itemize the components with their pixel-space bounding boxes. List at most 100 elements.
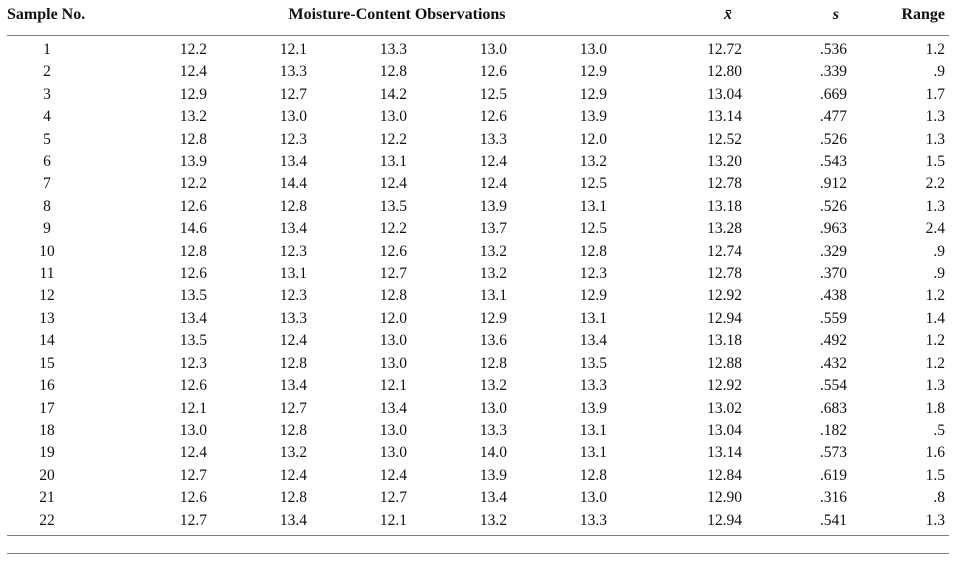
observation-cell: 12.4 — [479, 175, 507, 193]
observation-cell: 13.9 — [179, 153, 207, 171]
header-sample-no: Sample No. — [7, 3, 117, 36]
range-cell: 1.3 — [925, 197, 945, 215]
observation-cell: 12.5 — [579, 175, 607, 193]
header-stddev: s — [752, 3, 857, 36]
observation-cell: 13.0 — [379, 108, 407, 126]
observation-cell: 13.0 — [379, 332, 407, 350]
observation-cell: 14.2 — [379, 85, 407, 103]
observation-cell: 13.5 — [179, 332, 207, 350]
stddev-cell: .432 — [819, 354, 847, 372]
observation-cell: 12.8 — [479, 354, 507, 372]
header-observations: Moisture-Content Observations — [117, 3, 617, 36]
stddev-cell: .182 — [819, 421, 847, 439]
observation-cell: 12.6 — [179, 265, 207, 283]
range-cell: .5 — [933, 421, 945, 439]
observation-cell: 12.9 — [479, 309, 507, 327]
observation-cell: 13.0 — [279, 108, 307, 126]
observation-cell: 13.1 — [579, 444, 607, 462]
range-cell: 1.4 — [925, 309, 945, 327]
observation-cell: 12.7 — [379, 265, 407, 283]
range-cell: 1.2 — [925, 41, 945, 58]
observation-cell: 12.0 — [379, 309, 407, 327]
table-row: 20 12.7 12.4 12.4 13.9 12.8 12.84 .619 1… — [7, 465, 949, 487]
observation-cell: 13.5 — [179, 287, 207, 305]
observation-cell: 12.1 — [379, 511, 407, 529]
observation-cell: 12.8 — [279, 354, 307, 372]
observation-cell: 13.1 — [479, 287, 507, 305]
observation-cell: 12.4 — [179, 63, 207, 81]
mean-cell: 12.74 — [707, 242, 742, 260]
sample-no-cell: 17 — [39, 399, 55, 417]
stddev-cell: .329 — [819, 242, 847, 260]
sample-no-cell: 3 — [43, 85, 51, 103]
observation-cell: 13.3 — [379, 41, 407, 58]
observation-cell: 12.6 — [179, 377, 207, 395]
observation-cell: 13.3 — [479, 130, 507, 148]
observation-cell: 12.2 — [179, 41, 207, 58]
bottom-gap — [7, 536, 949, 553]
range-cell: .9 — [933, 63, 945, 81]
observation-cell: 12.7 — [279, 85, 307, 103]
sample-no-cell: 1 — [43, 41, 51, 58]
observation-cell: 13.0 — [579, 489, 607, 507]
observation-cell: 12.9 — [579, 85, 607, 103]
observation-cell: 12.9 — [179, 85, 207, 103]
observation-cell: 13.2 — [479, 265, 507, 283]
table-row: 22 12.7 13.4 12.1 13.2 13.3 12.94 .541 1… — [7, 510, 949, 536]
observation-cell: 12.3 — [279, 287, 307, 305]
sample-no-cell: 22 — [39, 511, 55, 529]
range-cell: 1.3 — [925, 377, 945, 395]
mean-cell: 12.80 — [707, 63, 742, 81]
table-row: 6 13.9 13.4 13.1 12.4 13.2 13.20 .543 1.… — [7, 151, 949, 173]
observation-cell: 12.4 — [279, 332, 307, 350]
sample-no-cell: 13 — [39, 309, 55, 327]
observation-cell: 12.4 — [179, 444, 207, 462]
observation-cell: 12.4 — [379, 175, 407, 193]
observation-cell: 13.0 — [579, 41, 607, 58]
range-cell: 1.2 — [925, 354, 945, 372]
observation-cell: 12.9 — [579, 287, 607, 305]
observation-cell: 12.6 — [479, 63, 507, 81]
table-row: 21 12.6 12.8 12.7 13.4 13.0 12.90 .316 .… — [7, 487, 949, 509]
mean-cell: 12.92 — [707, 377, 742, 395]
table-row: 5 12.8 12.3 12.2 13.3 12.0 12.52 .526 1.… — [7, 129, 949, 151]
table-row: 1 12.2 12.1 13.3 13.0 13.0 12.72 .536 1.… — [7, 36, 949, 62]
observation-cell: 13.4 — [179, 309, 207, 327]
observation-cell: 12.1 — [179, 399, 207, 417]
sample-no-cell: 18 — [39, 421, 55, 439]
observation-cell: 12.3 — [179, 354, 207, 372]
table-row: 12 13.5 12.3 12.8 13.1 12.9 12.92 .438 1… — [7, 285, 949, 307]
observation-cell: 13.2 — [479, 377, 507, 395]
observation-cell: 13.4 — [279, 377, 307, 395]
mean-cell: 13.20 — [707, 153, 742, 171]
range-cell: 1.7 — [925, 85, 945, 103]
observation-cell: 12.9 — [579, 63, 607, 81]
range-cell: 1.5 — [925, 153, 945, 171]
observation-cell: 12.1 — [279, 41, 307, 58]
stddev-cell: .526 — [819, 130, 847, 148]
observation-cell: 12.6 — [479, 108, 507, 126]
sample-no-cell: 20 — [39, 466, 55, 484]
sample-no-cell: 7 — [43, 175, 51, 193]
table-row: 14 13.5 12.4 13.0 13.6 13.4 13.18 .492 1… — [7, 330, 949, 352]
table-row: 17 12.1 12.7 13.4 13.0 13.9 13.02 .683 1… — [7, 398, 949, 420]
observation-cell: 13.4 — [379, 399, 407, 417]
mean-cell: 12.52 — [707, 130, 742, 148]
observation-cell: 13.0 — [479, 399, 507, 417]
sample-no-cell: 9 — [43, 220, 51, 238]
observation-cell: 12.1 — [379, 377, 407, 395]
observation-cell: 12.3 — [279, 130, 307, 148]
table-row: 18 13.0 12.8 13.0 13.3 13.1 13.04 .182 .… — [7, 420, 949, 442]
observation-cell: 12.3 — [279, 242, 307, 260]
observation-cell: 13.0 — [379, 444, 407, 462]
table-body: 1 12.2 12.1 13.3 13.0 13.0 12.72 .536 1.… — [7, 36, 949, 536]
observation-cell: 13.4 — [279, 511, 307, 529]
observation-cell: 12.7 — [379, 489, 407, 507]
mean-cell: 12.94 — [707, 309, 742, 327]
observation-cell: 12.7 — [179, 466, 207, 484]
observation-cell: 13.7 — [479, 220, 507, 238]
observation-cell: 12.5 — [479, 85, 507, 103]
observation-cell: 13.2 — [279, 444, 307, 462]
range-cell: 1.5 — [925, 466, 945, 484]
stddev-cell: .963 — [819, 220, 847, 238]
